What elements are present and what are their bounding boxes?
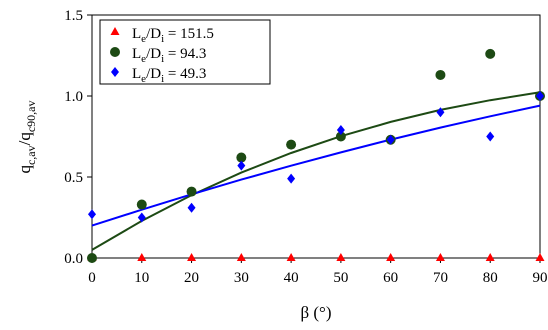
x-tick-label: 20 (184, 270, 199, 286)
data-point (236, 152, 247, 163)
data-point (186, 186, 197, 197)
data-point (87, 253, 97, 263)
y-axis-title-main: q (15, 165, 34, 174)
y-axis-title-sub2: c90,av (24, 100, 38, 132)
data-point (485, 48, 496, 59)
series-1 (87, 48, 545, 263)
data-point (436, 107, 445, 118)
data-point (486, 131, 495, 142)
data-point (335, 131, 346, 142)
data-point (137, 253, 147, 261)
x-tick-label: 90 (533, 270, 548, 286)
legend-box (99, 19, 271, 85)
data-point (536, 91, 544, 101)
y-tick-label: 1.5 (64, 8, 83, 24)
y-axis-title: qc,av/qc90,av (15, 100, 38, 173)
x-axis-title: β (°) (300, 303, 331, 322)
trend-lines (91, 91, 541, 251)
legend: Le/Di = 151.5Le/Di = 94.3Le/Di = 49.3 (99, 19, 271, 85)
legend-marker-0 (110, 27, 120, 35)
data-point (535, 253, 545, 261)
x-tick-label: 70 (433, 270, 448, 286)
y-axis-title-main2: q (15, 132, 34, 141)
series-0 (87, 253, 545, 261)
data-point (386, 253, 396, 261)
data-point (237, 160, 246, 171)
data-point (386, 134, 395, 145)
y-axis: 0.0 0.5 1.0 1.5 (64, 8, 92, 267)
data-point (88, 209, 96, 220)
x-tick-label: 60 (383, 270, 398, 286)
x-tick-label: 0 (88, 270, 96, 286)
trend-line-2 (91, 104, 541, 227)
series-2 (88, 91, 544, 223)
data-point (485, 253, 495, 261)
y-tick-label: 0.0 (64, 251, 83, 267)
data-point (435, 69, 446, 80)
data-point (137, 212, 146, 223)
trend-line-1 (91, 91, 541, 251)
y-tick-label: 0.5 (64, 170, 83, 186)
data-point (286, 139, 297, 150)
x-tick-label: 30 (234, 270, 249, 286)
x-tick-label: 40 (284, 270, 299, 286)
data-point (336, 125, 345, 136)
data-point (187, 253, 197, 261)
legend-marker-1 (110, 47, 120, 57)
data-point (336, 253, 346, 261)
legend-label-1: Le/Di = 94.3 (132, 46, 206, 65)
x-tick-label: 50 (333, 270, 348, 286)
legend-label-0: Le/Di = 151.5 (132, 26, 214, 45)
markers (87, 48, 545, 263)
data-point (435, 253, 445, 261)
legend-marker-2 (111, 67, 119, 77)
y-tick-label: 1.0 (64, 89, 83, 105)
x-tick-label: 10 (134, 270, 149, 286)
x-tick-label: 80 (483, 270, 498, 286)
data-point (287, 173, 296, 184)
legend-label-2: Le/Di = 49.3 (132, 66, 206, 85)
x-axis: 0 10 20 30 40 50 60 70 80 90 (88, 258, 548, 286)
data-point (286, 253, 296, 261)
data-point (187, 202, 196, 213)
y-axis-title-slash: / (15, 140, 34, 145)
data-point (236, 253, 246, 261)
data-point (136, 199, 147, 210)
y-axis-title-sub1: c,av (24, 145, 38, 165)
